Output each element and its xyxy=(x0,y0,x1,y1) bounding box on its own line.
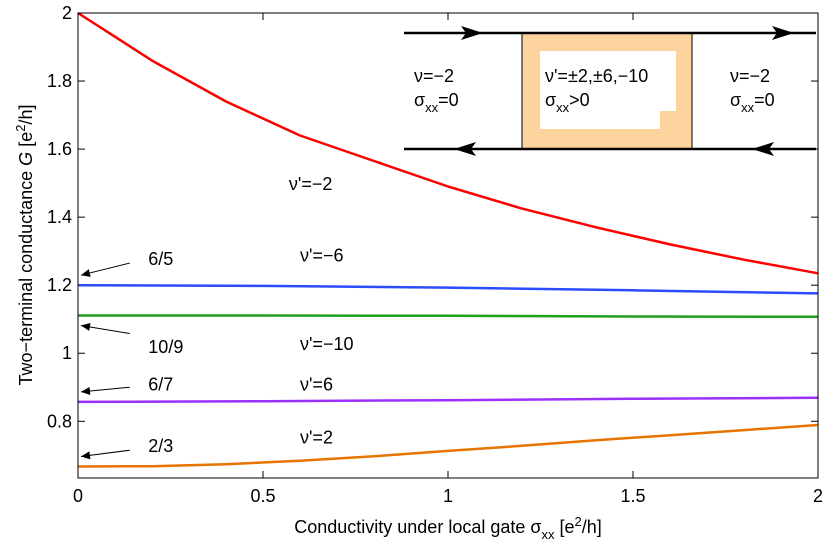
y-tick-label: 1.6 xyxy=(47,139,72,159)
series-label: ν'=−6 xyxy=(300,245,343,265)
fraction-label: 6/7 xyxy=(148,375,173,395)
pointer-arrow-icon xyxy=(80,322,91,331)
inset-right-sigma: σxx=0 xyxy=(730,90,775,115)
inset-left-sigma: σxx=0 xyxy=(414,90,459,115)
inset-middle-sigma: σxx>0 xyxy=(545,90,590,115)
x-tick-label: 1 xyxy=(443,486,453,506)
series-label: ν'=6 xyxy=(300,375,333,395)
axes-frame xyxy=(77,12,819,479)
series-line xyxy=(78,314,819,319)
y-tick-label: 1.2 xyxy=(47,275,72,295)
y-tick-label: 1.8 xyxy=(47,71,72,91)
inset-right-nu: ν=−2 xyxy=(730,66,770,86)
arrow-right-icon xyxy=(461,26,483,40)
arrow-right-icon xyxy=(772,26,794,40)
ticks-layer: 0 0.5 1 1.5 2 0.8 1 1.2 1.4 1.6 1.8 2 xyxy=(47,3,823,506)
x-tick-label: 2 xyxy=(813,486,823,506)
series-line xyxy=(77,283,819,295)
series-label: ν'=−2 xyxy=(289,174,332,194)
arrow-left-icon xyxy=(752,142,774,156)
inset-left-nu: ν=−2 xyxy=(414,66,454,86)
pointer-arrow-icon xyxy=(80,451,91,460)
y-tick-label: 1.4 xyxy=(47,207,72,227)
x-tick-label: 1.5 xyxy=(620,486,645,506)
fraction-label: 2/3 xyxy=(148,436,173,456)
pointer-arrow-icon xyxy=(80,387,91,396)
fraction-label: 6/5 xyxy=(148,249,173,269)
y-tick-label: 0.8 xyxy=(47,411,72,431)
x-tick-label: 0.5 xyxy=(250,486,275,506)
series-layer xyxy=(77,11,819,468)
inset-middle-nu: ν'=±2,±6,−10 xyxy=(545,66,648,86)
fraction-label: 10/9 xyxy=(148,337,183,357)
arrow-left-icon xyxy=(454,142,476,156)
x-tick-label: 0 xyxy=(73,486,83,506)
y-tick-label: 2 xyxy=(62,3,72,23)
inner-white-region xyxy=(540,51,676,129)
y-tick-label: 1 xyxy=(62,343,72,363)
y-axis-label: Two−terminal conductance G [e2/h] xyxy=(13,105,36,386)
series-line xyxy=(77,396,819,404)
series-line xyxy=(77,423,819,468)
pointer-arrow-icon xyxy=(80,269,91,277)
series-label: ν'=−10 xyxy=(300,334,353,354)
series-line xyxy=(77,11,819,275)
inner-notch xyxy=(660,111,676,129)
annotation-layer: ν'=−2 ν'=−6 ν'=−10 ν'=6 ν'=2 6/5 10/9 6/7 2/3 xyxy=(80,174,353,460)
series-label: ν'=2 xyxy=(300,427,333,447)
x-axis-label: Conductivity under local gate σxx [e2/h] xyxy=(294,514,602,542)
edge-channel-inset: ν=−2 σxx=0 ν'=±2,±6,−10 σxx>0 ν=−2 σxx=0 xyxy=(404,26,816,156)
